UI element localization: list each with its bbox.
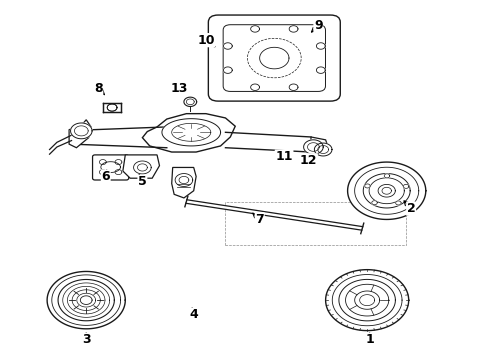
Polygon shape xyxy=(311,137,328,154)
Polygon shape xyxy=(47,271,125,329)
Polygon shape xyxy=(115,159,122,165)
Text: 1: 1 xyxy=(365,333,374,346)
Polygon shape xyxy=(123,155,159,178)
FancyBboxPatch shape xyxy=(93,155,129,180)
Polygon shape xyxy=(304,140,323,154)
FancyBboxPatch shape xyxy=(208,15,340,101)
Polygon shape xyxy=(289,26,298,32)
Polygon shape xyxy=(162,119,220,146)
Polygon shape xyxy=(372,201,377,205)
Text: 7: 7 xyxy=(255,213,264,226)
Polygon shape xyxy=(186,200,363,230)
Polygon shape xyxy=(175,174,193,186)
Polygon shape xyxy=(384,174,390,178)
Polygon shape xyxy=(365,184,370,188)
Polygon shape xyxy=(107,104,117,111)
Polygon shape xyxy=(58,279,114,321)
Text: 3: 3 xyxy=(82,333,91,346)
Polygon shape xyxy=(347,162,426,220)
Text: 4: 4 xyxy=(189,308,198,321)
Polygon shape xyxy=(317,67,325,73)
Polygon shape xyxy=(172,167,196,198)
Text: 11: 11 xyxy=(275,150,293,163)
Polygon shape xyxy=(289,84,298,90)
Polygon shape xyxy=(223,43,232,49)
Polygon shape xyxy=(225,132,311,152)
Polygon shape xyxy=(69,120,91,148)
Polygon shape xyxy=(115,170,122,175)
Text: 13: 13 xyxy=(171,82,188,95)
Text: 12: 12 xyxy=(300,154,317,167)
Polygon shape xyxy=(317,43,325,49)
Polygon shape xyxy=(184,97,196,107)
Text: 9: 9 xyxy=(314,19,322,32)
Polygon shape xyxy=(326,270,409,330)
Polygon shape xyxy=(71,123,92,139)
Text: 6: 6 xyxy=(101,170,110,183)
Polygon shape xyxy=(134,161,151,174)
Polygon shape xyxy=(396,201,401,205)
Text: 10: 10 xyxy=(197,33,215,47)
Text: 5: 5 xyxy=(138,175,147,188)
Text: 2: 2 xyxy=(407,202,416,215)
Polygon shape xyxy=(103,103,121,112)
Polygon shape xyxy=(72,127,167,148)
Polygon shape xyxy=(339,279,395,321)
Polygon shape xyxy=(251,26,259,32)
Polygon shape xyxy=(99,170,106,175)
Polygon shape xyxy=(99,159,106,165)
Polygon shape xyxy=(363,174,410,208)
Polygon shape xyxy=(378,184,395,197)
Text: 8: 8 xyxy=(94,82,103,95)
Polygon shape xyxy=(315,143,332,156)
Polygon shape xyxy=(251,84,259,90)
Polygon shape xyxy=(355,291,380,309)
Polygon shape xyxy=(223,67,232,73)
Polygon shape xyxy=(403,184,409,188)
Polygon shape xyxy=(80,296,92,305)
Polygon shape xyxy=(49,135,72,154)
Polygon shape xyxy=(143,114,235,152)
